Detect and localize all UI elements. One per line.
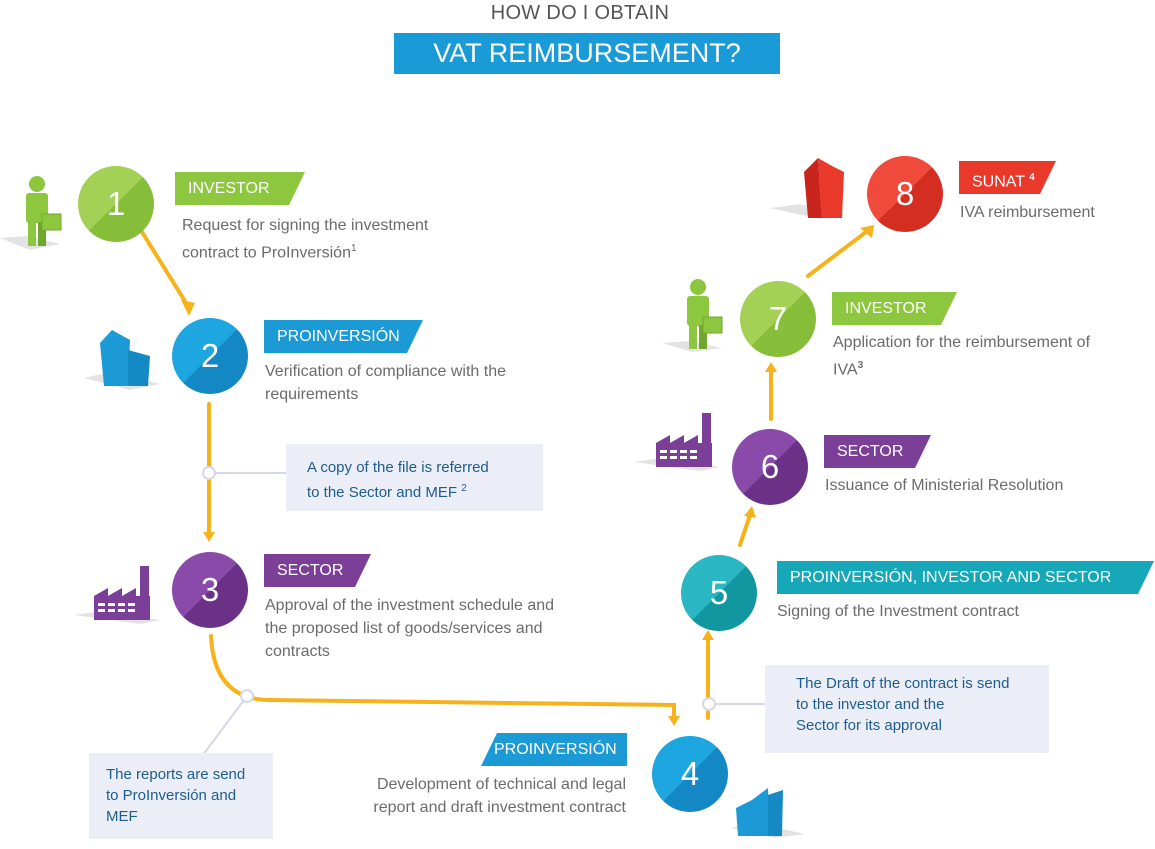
- connector-7-8: [806, 230, 868, 278]
- note-copy-line-text: to the Sector and MEF: [307, 484, 458, 501]
- step-5-description: Signing of the Investment contract: [777, 600, 1019, 623]
- step-2-description: Verification of compliance with the requ…: [265, 360, 506, 406]
- note-reports: The reports are send to ProInversión and…: [89, 753, 273, 839]
- step-6-tag: SECTOR: [824, 435, 931, 468]
- note-copy-footnote: 2: [461, 483, 467, 494]
- step-5-number: 5: [709, 574, 729, 611]
- step-1-number: 1: [106, 185, 126, 222]
- step-8-description: IVA reimbursement: [960, 201, 1095, 224]
- note-draft-dot: [702, 697, 716, 711]
- step-3-circle: 3: [172, 552, 248, 628]
- step-1-circle: 1: [78, 166, 154, 242]
- sunat-building-icon: [770, 158, 845, 218]
- step-2-desc-line: Verification of compliance with the: [265, 363, 507, 380]
- step-7-number: 7: [768, 300, 788, 337]
- step-7-desc-line: Application for the reimbursement of: [833, 334, 1091, 351]
- arrow-head-2: [181, 300, 195, 316]
- connector-5-6: [738, 513, 752, 547]
- note-copy-file: A copy of the file is referred to the Se…: [286, 444, 543, 511]
- step-8-tag-footnote: 4: [1029, 172, 1035, 183]
- step-5-circle: 5: [681, 555, 757, 631]
- step-8-number: 8: [895, 175, 915, 212]
- step-3-tag: SECTOR: [264, 554, 371, 587]
- note-copy-dot: [202, 466, 216, 480]
- arrow-head-5: [702, 630, 714, 640]
- step-4-number: 4: [680, 755, 700, 792]
- step-6-desc-line: Issuance of Ministerial Resolution: [825, 477, 1064, 494]
- note-reports-line-text: The reports are send: [106, 766, 246, 783]
- step-8-tag: SUNAT 4: [959, 161, 1056, 194]
- note-reports-dot: [240, 689, 254, 703]
- arrow-head-8: [860, 225, 874, 238]
- step-2-circle: 2: [172, 318, 248, 394]
- step-3-desc-line: contracts: [265, 643, 330, 660]
- note-draft-line-text: to the investor and the: [796, 696, 945, 713]
- step-1-footnote: 1: [350, 243, 357, 254]
- step-1-desc-line: Request for signing the investment: [182, 217, 429, 234]
- note-draft-line-text: Sector for its approval: [796, 717, 942, 734]
- step-2-tag: PROINVERSIÓN: [264, 320, 423, 353]
- step-8-circle: 8: [867, 156, 943, 232]
- step-7-description: Application for the reimbursement of IVA…: [833, 331, 1090, 381]
- step-3-description: Approval of the investment schedule and …: [265, 594, 554, 663]
- arrow-head-4: [668, 716, 680, 726]
- note-draft-line-text: The Draft of the contract is send: [796, 675, 1010, 692]
- connector-3-4: [209, 634, 676, 720]
- arrow-head-7: [765, 362, 777, 372]
- step-6-circle: 6: [732, 429, 808, 505]
- step-3-desc-line: Approval of the investment schedule and: [265, 597, 555, 614]
- step-5-tag: PROINVERSIÓN, INVESTOR AND SECTOR: [777, 561, 1154, 594]
- step-4-tag: PROINVERSIÓN: [481, 733, 627, 766]
- investor-person-icon: [0, 176, 62, 250]
- header-subtitle: HOW DO I OBTAIN: [490, 2, 670, 24]
- step-8-desc-line: IVA reimbursement: [960, 204, 1095, 221]
- page-title: VAT REIMBURSEMENT?: [394, 33, 780, 74]
- step-3-desc-line: the proposed list of goods/services and: [265, 620, 543, 637]
- connector-1-2: [140, 230, 190, 308]
- step-4-circle: 4: [652, 736, 728, 812]
- step-4-desc-line: report and draft investment contract: [373, 799, 626, 816]
- step-1-desc-line: contract to ProInversión: [182, 244, 351, 262]
- step-2-number: 2: [200, 337, 220, 374]
- step-7-tag: INVESTOR: [832, 292, 957, 325]
- step-1-description: Request for signing the investment contr…: [182, 214, 428, 264]
- step-2-desc-line: requirements: [265, 386, 359, 403]
- step-5-desc-line: Signing of the Investment contract: [777, 603, 1019, 620]
- factory-icon: [634, 413, 720, 471]
- arrow-head-6: [744, 506, 756, 518]
- step-7-footnote: 3: [857, 360, 864, 371]
- building-icon: [84, 330, 160, 390]
- note-reports-line-text: MEF: [106, 808, 138, 825]
- step-4-description: Development of technical and legal repor…: [340, 773, 626, 819]
- step-3-number: 3: [200, 571, 220, 608]
- step-6-description: Issuance of Ministerial Resolution: [825, 474, 1063, 497]
- step-7-desc-line: IVA: [833, 361, 858, 379]
- step-6-number: 6: [760, 448, 780, 485]
- factory-icon: [74, 566, 160, 624]
- arrow-head-3: [203, 532, 215, 542]
- note-draft-contract: The Draft of the contract is send to the…: [765, 665, 1049, 753]
- note-reports-line: [202, 695, 248, 756]
- step-7-circle: 7: [740, 281, 816, 357]
- step-1-tag: INVESTOR: [175, 172, 305, 205]
- building-icon: [730, 788, 805, 838]
- note-reports-line-text: to ProInversión and: [106, 787, 237, 804]
- step-4-desc-line: Development of technical and legal: [376, 776, 626, 793]
- step-8-tag-label: SUNAT: [972, 173, 1025, 191]
- investor-person-icon: [662, 279, 723, 352]
- note-copy-line-text: A copy of the file is referred: [307, 459, 489, 476]
